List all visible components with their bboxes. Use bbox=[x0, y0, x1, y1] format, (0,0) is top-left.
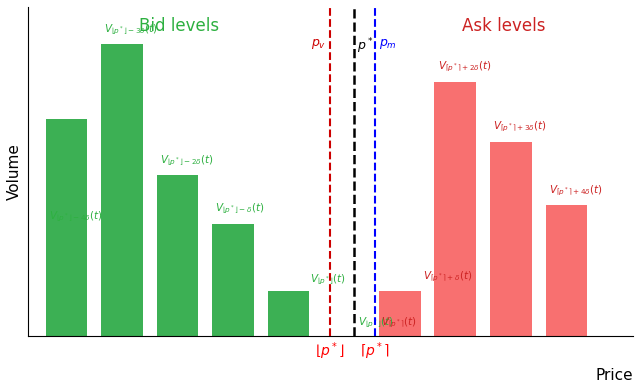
Text: $p_v$: $p_v$ bbox=[310, 37, 326, 51]
Text: $p_m$: $p_m$ bbox=[379, 37, 397, 51]
Text: $V_{\lceil p^* \rceil + 3\delta}(t)$: $V_{\lceil p^* \rceil + 3\delta}(t)$ bbox=[493, 120, 547, 134]
Bar bbox=[545, 205, 588, 336]
Text: $V_{\lfloor p^* \rfloor - 4\delta}(t)$: $V_{\lfloor p^* \rfloor - 4\delta}(t)$ bbox=[49, 209, 102, 224]
Text: $V_{\lceil p^* \rceil + 4\delta}(t)$: $V_{\lceil p^* \rceil + 4\delta}(t)$ bbox=[548, 183, 603, 198]
Text: $V_{\lceil p^*\rceil}(t)$: $V_{\lceil p^*\rceil}(t)$ bbox=[381, 316, 417, 330]
Bar bbox=[101, 44, 143, 336]
Text: $p^*$: $p^*$ bbox=[357, 37, 373, 56]
Y-axis label: Volume: Volume bbox=[7, 143, 22, 200]
Text: Bid levels: Bid levels bbox=[139, 17, 219, 35]
Text: $V_{\lfloor p^* \rfloor - \delta}(t)$: $V_{\lfloor p^* \rfloor - \delta}(t)$ bbox=[215, 202, 264, 216]
Bar bbox=[435, 82, 476, 336]
Bar bbox=[379, 291, 420, 336]
Bar bbox=[490, 142, 532, 336]
Bar bbox=[157, 175, 198, 336]
X-axis label: Price: Price bbox=[595, 368, 633, 383]
Text: $V_{\lfloor p^* \rfloor}(t)$: $V_{\lfloor p^* \rfloor}(t)$ bbox=[310, 273, 346, 287]
Bar bbox=[45, 119, 87, 336]
Bar bbox=[268, 291, 310, 336]
Text: $V_{\lfloor p^* \rfloor - 3\delta}(t)$: $V_{\lfloor p^* \rfloor - 3\delta}(t)$ bbox=[104, 23, 158, 37]
Text: Ask levels: Ask levels bbox=[462, 17, 546, 35]
Bar bbox=[212, 224, 254, 336]
Text: $V_{\lfloor p^* \rfloor - 2\delta}(t)$: $V_{\lfloor p^* \rfloor - 2\delta}(t)$ bbox=[160, 153, 214, 168]
Text: $V_{\lceil p^* \rceil + 2\delta}(t)$: $V_{\lceil p^* \rceil + 2\delta}(t)$ bbox=[438, 60, 492, 74]
Text: $V_{\lfloor p^* \rfloor}(t)$: $V_{\lfloor p^* \rfloor}(t)$ bbox=[358, 316, 394, 330]
Text: $V_{\lceil p^*\rceil + \delta}(t)$: $V_{\lceil p^*\rceil + \delta}(t)$ bbox=[423, 269, 472, 284]
